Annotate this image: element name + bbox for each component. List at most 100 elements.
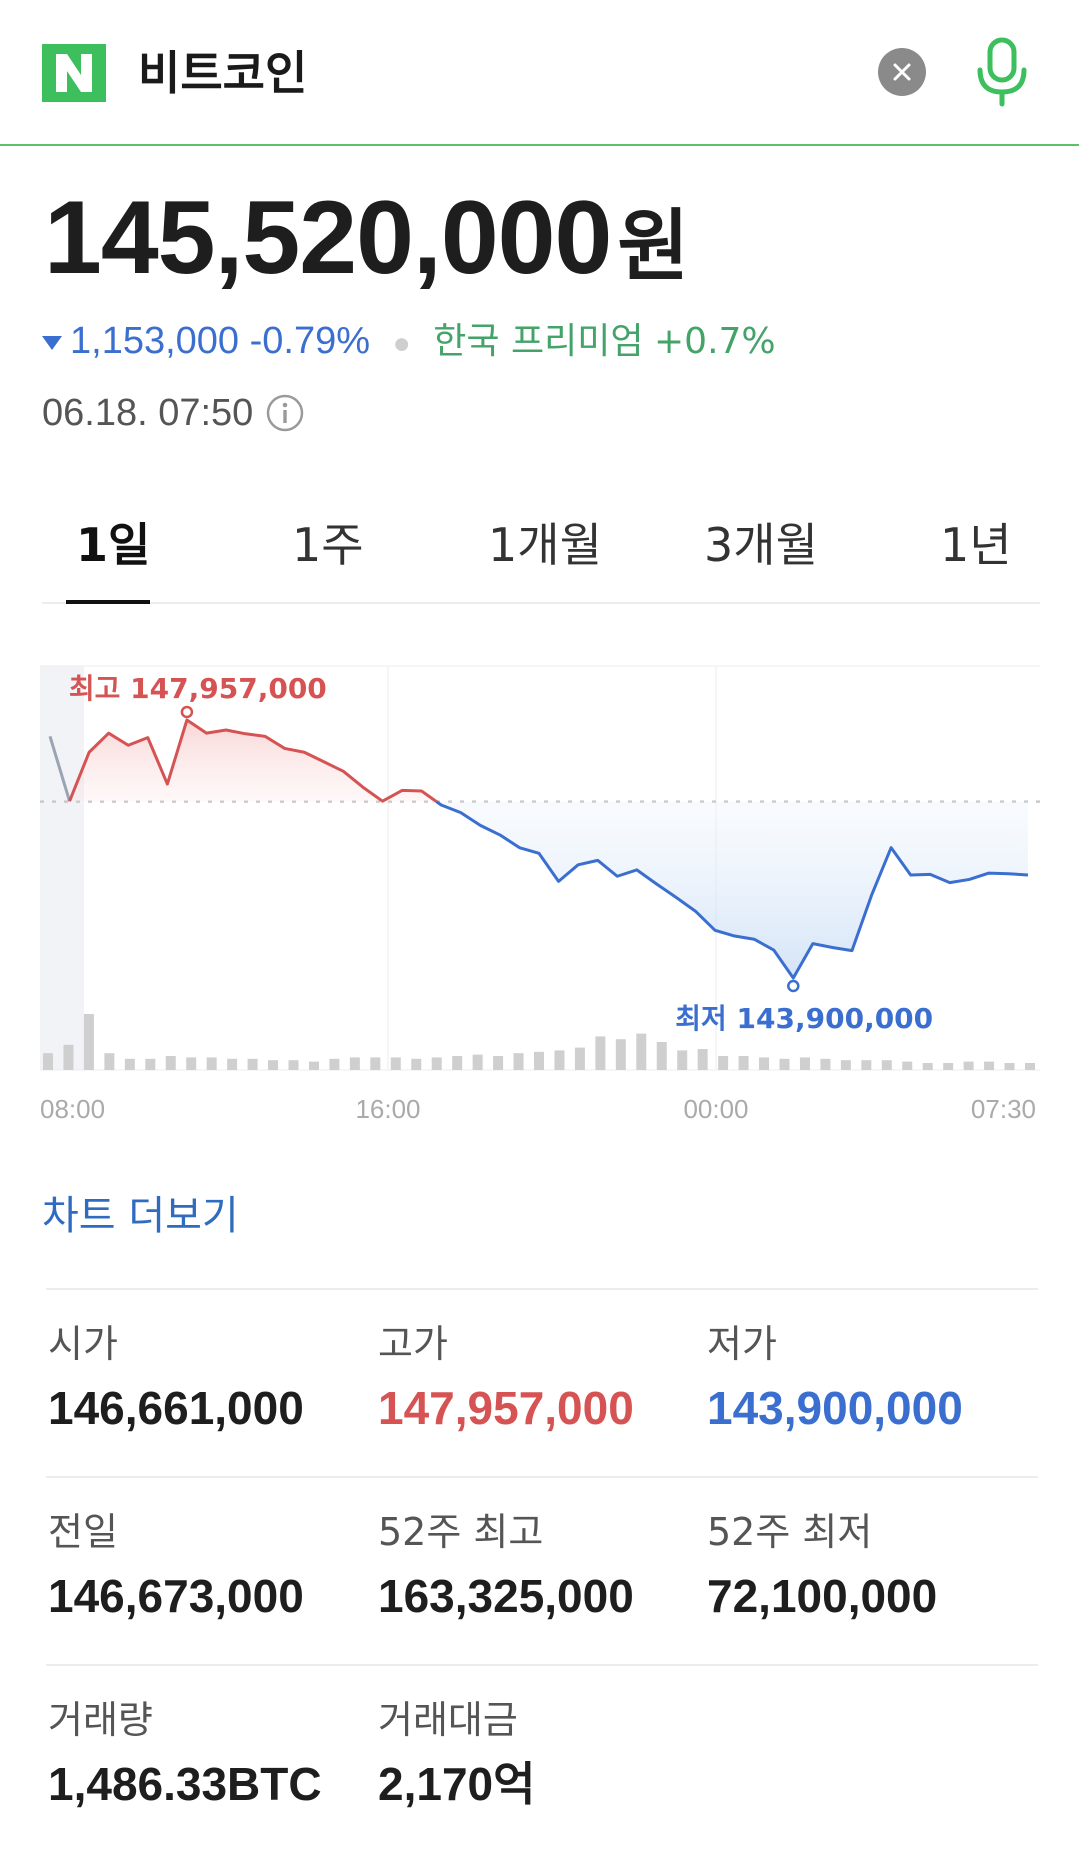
premium-value: +0.7% [654, 321, 776, 362]
x-tick-label: 08:00 [40, 1094, 105, 1124]
volume-bar [595, 1036, 606, 1070]
stat-volume: 거래량 1,486.33BTC [48, 1698, 322, 1810]
volume-bar [452, 1056, 463, 1070]
volume-bar [145, 1058, 156, 1070]
more-chart-link[interactable]: 차트 더보기 [42, 1193, 239, 1239]
volume-bar [472, 1054, 483, 1070]
x-tick-label: 00:00 [683, 1094, 748, 1124]
volume-bar [922, 1063, 933, 1070]
close-icon [893, 63, 911, 81]
search-query[interactable]: 비트코인 [138, 46, 308, 100]
down-triangle-icon [42, 335, 62, 350]
volume-bar [308, 1061, 319, 1070]
price-change-row: 1,153,000 -0.79% ● 한국 프리미엄 +0.7% [42, 318, 776, 367]
volume-bar [349, 1057, 360, 1070]
volume-bar [370, 1057, 381, 1070]
info-icon[interactable] [265, 393, 305, 433]
volume-bar [656, 1042, 667, 1070]
premium-label[interactable]: 한국 프리미엄 [433, 321, 644, 362]
volume-bar [574, 1047, 585, 1070]
volume-bar [697, 1049, 708, 1070]
stats-row-3: 거래량 1,486.33BTC 거래대금 2,170억 [46, 1664, 1038, 1852]
tab-1-day[interactable]: 1일 [76, 518, 151, 572]
tab-3-month[interactable]: 3개월 [704, 518, 818, 572]
change-percent: -0.79% [249, 320, 371, 362]
volume-bar [227, 1058, 238, 1070]
volume-bar [820, 1058, 831, 1070]
volume-bar [1025, 1063, 1035, 1070]
volume-bar [63, 1044, 74, 1070]
stat-low: 저가 143,900,000 [707, 1322, 963, 1434]
volume-bar [779, 1058, 790, 1070]
up-area [69, 720, 437, 802]
volume-bar [984, 1061, 995, 1070]
volume-bar [881, 1060, 892, 1070]
volume-bar [840, 1060, 851, 1070]
volume-bar [636, 1033, 647, 1070]
volume-bar [513, 1053, 524, 1070]
price-line-up [68, 718, 438, 803]
chart-premarket-shade [40, 666, 84, 1070]
volume-bar [943, 1063, 954, 1070]
naver-logo-icon[interactable] [42, 44, 106, 102]
price-chart-svg: 최고 147,957,000 최저 143,900,000 08:00 16:00 0… [40, 665, 1040, 1124]
volume-bar [963, 1061, 974, 1070]
timestamp-row: 06.18. 07:50 [42, 390, 305, 436]
volume-bar [493, 1056, 504, 1070]
volume-bar [268, 1060, 279, 1070]
stat-52w-high: 52주 최고 163,325,000 [378, 1510, 634, 1622]
x-tick-label: 07:30 [971, 1094, 1036, 1124]
volume-bar [165, 1056, 176, 1070]
volume-bar [247, 1058, 258, 1070]
volume-bar [431, 1057, 442, 1070]
price-line-down [435, 800, 1029, 980]
volume-bar [390, 1057, 401, 1070]
volume-bar [43, 1053, 53, 1070]
down-area [436, 801, 1029, 978]
current-price: 145,520,000원 [44, 180, 689, 296]
volume-bar [554, 1050, 565, 1070]
timestamp: 06.18. 07:50 [42, 392, 254, 434]
high-marker [180, 705, 194, 719]
tab-1-year[interactable]: 1년 [940, 518, 1012, 572]
microphone-icon [977, 37, 1027, 107]
volume-bar [1004, 1063, 1015, 1070]
volume-bar [861, 1060, 872, 1070]
volume-bar [677, 1050, 688, 1070]
volume-bar [104, 1053, 115, 1070]
low-label: 최저 143,900,000 [675, 1002, 933, 1035]
premarket-line [48, 735, 71, 802]
stat-open: 시가 146,661,000 [48, 1322, 304, 1434]
volume-bar [329, 1058, 340, 1070]
tab-1-week[interactable]: 1주 [292, 518, 364, 572]
volume-bar [799, 1057, 810, 1070]
volume-bar [83, 1014, 94, 1070]
x-tick-label: 16:00 [355, 1094, 420, 1124]
clear-search-button[interactable] [878, 48, 926, 96]
stat-high: 고가 147,957,000 [378, 1322, 634, 1434]
separator-dot: ● [392, 327, 411, 360]
period-tabs: 1일 1주 1개월 3개월 1년 [42, 510, 1040, 604]
active-tab-indicator [66, 600, 150, 604]
stat-52w-low: 52주 최저 72,100,000 [707, 1510, 938, 1622]
volume-bar [759, 1057, 770, 1070]
stat-prev-close: 전일 146,673,000 [48, 1510, 304, 1622]
volume-bar [186, 1057, 197, 1070]
price-chart[interactable]: 최고 147,957,000 최저 143,900,000 08:00 16:00 0… [40, 650, 1040, 1130]
stat-trade-value: 거래대금 2,170억 [378, 1698, 536, 1810]
stats-row-2: 전일 146,673,000 52주 최고 163,325,000 52주 최저 72… [46, 1476, 1038, 1664]
stats-row-1: 시가 146,661,000 고가 147,957,000 저가 143,900,00… [46, 1288, 1038, 1476]
change-amount: 1,153,000 [70, 320, 240, 362]
volume-bar [738, 1056, 749, 1070]
voice-search-button[interactable] [972, 34, 1032, 108]
low-marker [787, 979, 800, 993]
search-header: 비트코인 [0, 0, 1079, 146]
volume-bar [902, 1061, 913, 1070]
volume-bar [411, 1058, 422, 1070]
volume-bar [124, 1058, 135, 1070]
stats-table: 시가 146,661,000 고가 147,957,000 저가 143,900,00… [46, 1288, 1038, 1852]
volume-bar [288, 1060, 299, 1070]
high-label: 최고 147,957,000 [69, 672, 327, 705]
volume-bar [534, 1051, 544, 1070]
tab-1-month[interactable]: 1개월 [488, 518, 602, 572]
